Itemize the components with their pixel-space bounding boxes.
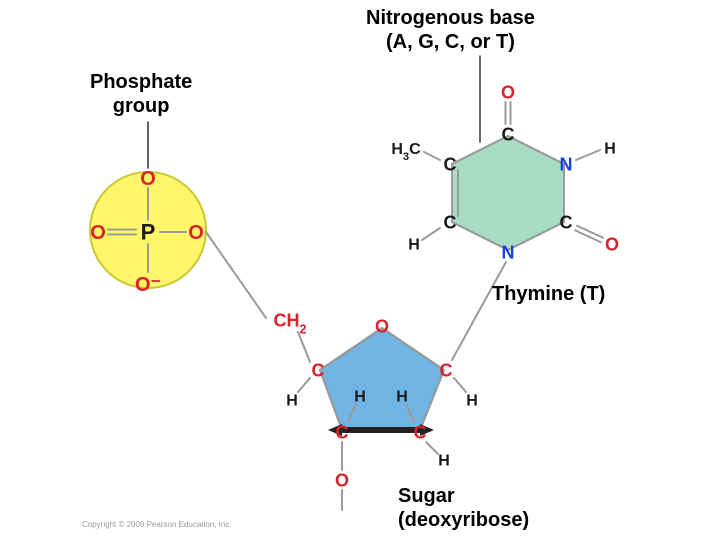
atom-c: C <box>560 212 573 232</box>
atom-ch: CH2 <box>273 310 306 336</box>
svg-text:C: C <box>560 212 573 232</box>
svg-text:C: C <box>502 124 515 144</box>
atom-c: C <box>502 124 515 144</box>
svg-text:C: C <box>440 360 453 380</box>
svg-text:O: O <box>188 222 204 244</box>
svg-text:C: C <box>312 360 325 380</box>
atom-o⁻: O⁻ <box>135 274 161 296</box>
svg-text:C: C <box>444 212 457 232</box>
atom-o: O <box>90 222 106 244</box>
svg-text:C: C <box>336 422 349 442</box>
svg-text:H: H <box>604 141 616 158</box>
svg-text:O: O <box>375 316 389 336</box>
atom-c: C <box>414 422 427 442</box>
svg-text:P: P <box>141 220 156 245</box>
atom-o: O <box>375 316 389 336</box>
svg-text:O: O <box>605 234 619 254</box>
svg-text:H3C: H3C <box>391 141 421 163</box>
nitrogenous-base-label: Nitrogenous base (A, G, C, or T) <box>366 6 535 54</box>
atom-c: C <box>440 360 453 380</box>
atom-h: H <box>408 237 420 254</box>
atom-h: H <box>604 141 616 158</box>
atom-c: C <box>336 422 349 442</box>
svg-text:CH2: CH2 <box>273 310 306 336</box>
svg-text:N: N <box>560 154 573 174</box>
svg-text:O: O <box>140 168 156 190</box>
atom-h: H <box>286 393 298 410</box>
thymine-label: Thymine (T) <box>492 282 605 306</box>
atom-h: H3C <box>391 141 421 163</box>
atom-n: N <box>502 242 515 262</box>
atom-o: O <box>605 234 619 254</box>
svg-text:H: H <box>286 393 298 410</box>
atom-c: C <box>444 154 457 174</box>
svg-text:H: H <box>438 453 450 470</box>
atom-h: H <box>466 393 478 410</box>
svg-text:H: H <box>408 237 420 254</box>
atom-n: N <box>560 154 573 174</box>
atom-o: O <box>188 222 204 244</box>
atom-c: C <box>444 212 457 232</box>
thymine-ring <box>452 136 564 250</box>
atom-o: O <box>140 168 156 190</box>
copyright-text: Copyright © 2009 Pearson Education, Inc. <box>82 520 232 529</box>
svg-text:C: C <box>414 422 427 442</box>
svg-text:C: C <box>444 154 457 174</box>
svg-text:O⁻: O⁻ <box>135 274 161 296</box>
sugar-label: Sugar (deoxyribose) <box>398 484 529 532</box>
svg-text:H: H <box>466 393 478 410</box>
atom-c: C <box>312 360 325 380</box>
svg-text:O: O <box>335 470 349 490</box>
svg-text:O: O <box>90 222 106 244</box>
phosphate-group-label: Phosphate group <box>90 70 192 118</box>
atom-h: H <box>396 389 408 406</box>
svg-text:N: N <box>502 242 515 262</box>
atom-h: H <box>438 453 450 470</box>
svg-text:O: O <box>501 82 515 102</box>
atom-p: P <box>141 220 156 245</box>
atom-o: O <box>501 82 515 102</box>
svg-text:H: H <box>396 389 408 406</box>
svg-text:H: H <box>354 389 366 406</box>
atom-o: O <box>335 470 349 490</box>
atom-h: H <box>354 389 366 406</box>
